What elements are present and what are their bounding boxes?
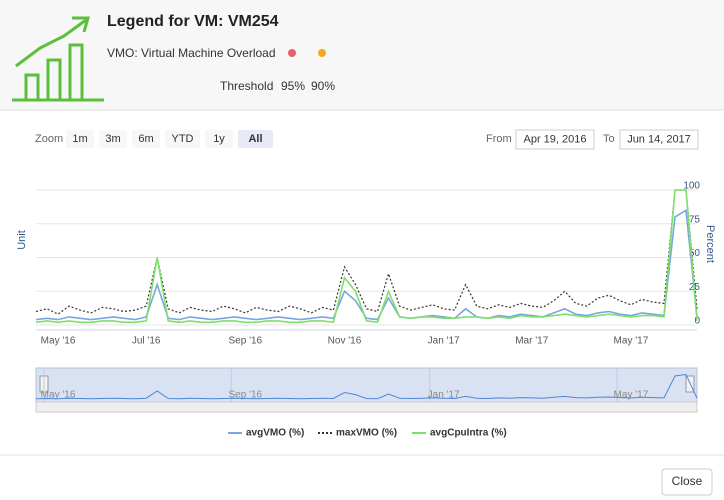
range-button-label[interactable]: 6m <box>138 133 153 145</box>
x-tick-label: May '16 <box>41 336 76 347</box>
range-button[interactable] <box>238 130 273 148</box>
x-tick-label: May '17 <box>614 336 649 347</box>
range-button[interactable] <box>132 130 160 148</box>
to-value[interactable]: Jun 14, 2017 <box>627 133 691 145</box>
legend-label[interactable]: maxVMO (%) <box>336 428 397 439</box>
threshold-label: Threshold <box>220 79 273 93</box>
header-subtitle: VMO: Virtual Machine Overload <box>107 46 276 60</box>
legend-label[interactable]: avgVMO (%) <box>246 428 304 439</box>
navigator-label: Sep '16 <box>229 390 263 401</box>
threshold-dot <box>288 49 296 57</box>
x-tick-label: Jul '16 <box>132 336 161 347</box>
close-label[interactable]: Close <box>672 474 703 488</box>
navigator[interactable] <box>35 367 698 403</box>
range-button-label[interactable]: 1m <box>72 133 87 145</box>
range-button-label[interactable]: 1y <box>213 133 225 145</box>
series-line <box>35 208 698 321</box>
scrollbar[interactable] <box>35 401 698 413</box>
navigator-line <box>35 373 698 400</box>
legend-label[interactable]: avgCpuIntra (%) <box>430 428 507 439</box>
navigator-label: May '17 <box>614 390 649 401</box>
navigator-label: May '16 <box>41 390 76 401</box>
x-tick-label: Nov '16 <box>328 336 362 347</box>
to-input[interactable] <box>619 129 699 150</box>
y2-axis-title: Percent <box>704 225 716 263</box>
x-tick-label: Mar '17 <box>515 336 548 347</box>
y2-tick-label: 0 <box>694 316 700 327</box>
zoom-label: Zoom <box>35 133 63 145</box>
from-label: From <box>486 133 512 145</box>
threshold-dot <box>318 49 326 57</box>
close-button[interactable] <box>661 468 713 496</box>
range-button[interactable] <box>205 130 233 148</box>
to-label: To <box>603 133 615 145</box>
range-button-label[interactable]: All <box>248 133 262 145</box>
threshold-value: 90% <box>311 79 335 93</box>
y2-tick-label: 75 <box>689 214 701 225</box>
y2-tick-label: 50 <box>689 248 701 259</box>
header-bg <box>0 0 724 110</box>
series-line <box>35 189 698 315</box>
navigator-label: Jan '17 <box>428 390 460 401</box>
range-button[interactable] <box>99 130 127 148</box>
threshold-value: 95% <box>281 79 305 93</box>
chart-icon <box>12 16 104 102</box>
from-input[interactable] <box>515 129 595 150</box>
y2-tick-label: 100 <box>683 181 700 192</box>
series-line <box>35 189 698 324</box>
y-axis-title: Unit <box>16 230 28 250</box>
from-value[interactable]: Apr 19, 2016 <box>524 133 587 145</box>
range-button[interactable] <box>66 130 94 148</box>
range-button-label[interactable]: 3m <box>105 133 120 145</box>
range-button[interactable] <box>165 130 200 148</box>
x-tick-label: Sep '16 <box>229 336 263 347</box>
range-button-label[interactable]: YTD <box>172 133 194 145</box>
x-tick-label: Jan '17 <box>428 336 460 347</box>
header-title: Legend for VM: VM254 <box>107 13 279 30</box>
